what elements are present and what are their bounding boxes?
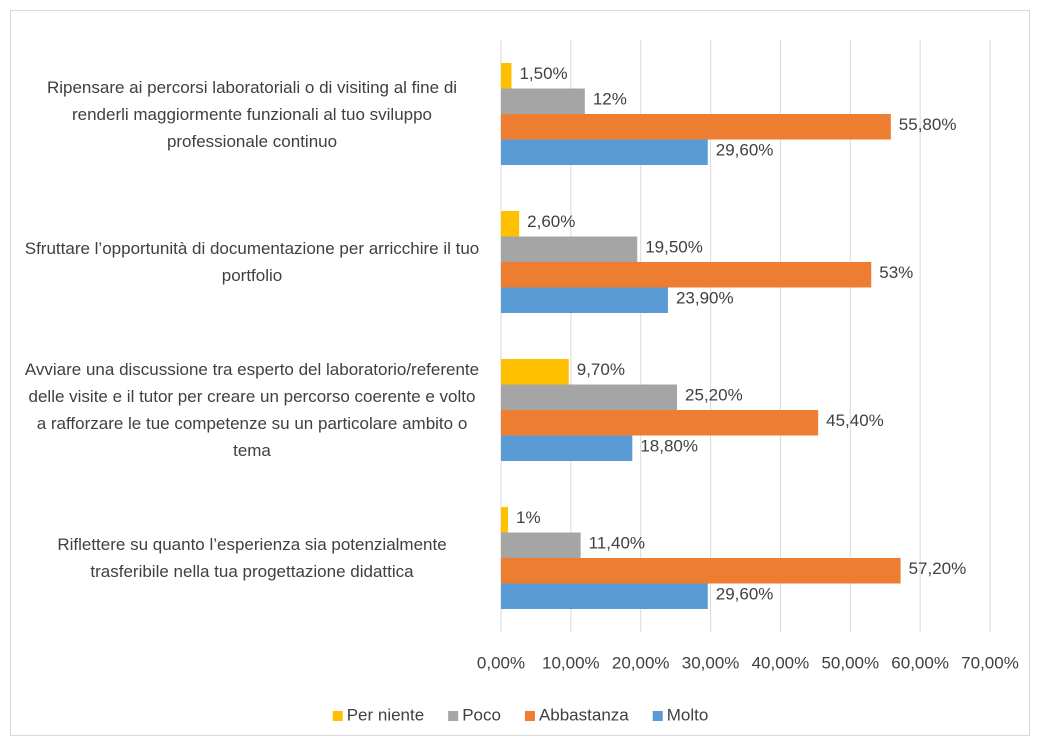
value-label: 1% bbox=[516, 508, 541, 527]
value-label: 53% bbox=[879, 263, 913, 282]
bar bbox=[501, 359, 569, 385]
value-label: 23,90% bbox=[676, 289, 734, 308]
bar bbox=[501, 114, 891, 140]
legend-label: Poco bbox=[462, 705, 501, 724]
legend-swatch bbox=[652, 711, 663, 721]
category-label: Riflettere su quanto l’esperienza sia po… bbox=[57, 535, 447, 581]
value-label: 55,80% bbox=[899, 115, 957, 134]
value-label: 2,60% bbox=[527, 212, 575, 231]
bar bbox=[501, 63, 512, 89]
legend-swatch bbox=[524, 711, 535, 721]
x-tick-label: 20,00% bbox=[612, 653, 670, 672]
legend-label: Molto bbox=[667, 705, 709, 724]
bar bbox=[501, 558, 901, 584]
bar bbox=[501, 435, 633, 461]
bar bbox=[501, 410, 819, 436]
x-tick-label: 30,00% bbox=[682, 653, 740, 672]
category-label: Ripensare ai percorsi laboratoriali o di… bbox=[46, 77, 458, 151]
bar bbox=[501, 262, 872, 288]
value-label: 29,60% bbox=[716, 141, 774, 160]
value-label: 9,70% bbox=[577, 360, 625, 379]
value-label: 19,50% bbox=[645, 238, 703, 257]
bar bbox=[501, 583, 708, 609]
value-label: 57,20% bbox=[909, 559, 967, 578]
bar bbox=[501, 211, 520, 237]
x-tick-label: 40,00% bbox=[752, 653, 810, 672]
value-label: 25,20% bbox=[685, 386, 743, 405]
x-tick-label: 50,00% bbox=[821, 653, 879, 672]
value-label: 11,40% bbox=[589, 534, 645, 553]
category-label: Avviare una discussione tra esperto del … bbox=[24, 360, 480, 460]
value-label: 45,40% bbox=[826, 411, 884, 430]
bar bbox=[501, 236, 638, 262]
bar bbox=[501, 384, 678, 410]
bar bbox=[501, 88, 585, 114]
x-tick-label: 60,00% bbox=[891, 653, 949, 672]
value-label: 18,80% bbox=[640, 437, 698, 456]
bar bbox=[501, 532, 581, 558]
value-label: 29,60% bbox=[716, 585, 774, 604]
x-tick-label: 70,00% bbox=[961, 653, 1019, 672]
value-label: 12% bbox=[593, 90, 627, 109]
bar bbox=[501, 139, 708, 165]
legend-swatch bbox=[332, 711, 343, 721]
value-label: 1,50% bbox=[519, 64, 567, 83]
legend-label: Abbastanza bbox=[539, 705, 629, 724]
legend-label: Per niente bbox=[347, 705, 425, 724]
bar bbox=[501, 287, 668, 313]
category-label: Sfruttare l’opportunità di documentazion… bbox=[24, 239, 480, 285]
x-tick-label: 0,00% bbox=[477, 653, 525, 672]
bar bbox=[501, 507, 508, 533]
legend-swatch bbox=[448, 711, 459, 721]
x-tick-label: 10,00% bbox=[542, 653, 600, 672]
